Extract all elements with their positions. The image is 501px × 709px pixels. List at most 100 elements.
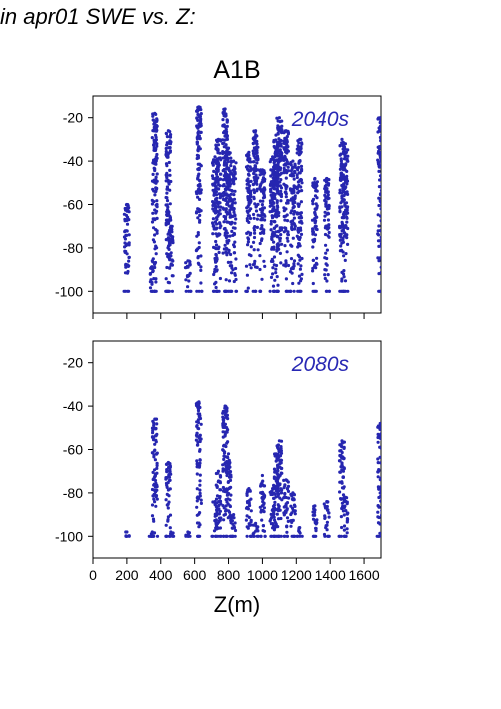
data-point (254, 167, 258, 171)
data-point (262, 529, 267, 533)
data-point (226, 417, 230, 421)
data-point (168, 258, 172, 262)
data-point (272, 226, 276, 230)
data-point (219, 224, 223, 228)
data-point (338, 176, 343, 180)
data-point (260, 203, 264, 207)
y-tick-label: -100 (55, 528, 83, 544)
data-point (291, 165, 295, 169)
data-point (198, 473, 202, 477)
data-point (377, 203, 381, 208)
data-point (377, 515, 381, 520)
data-point (322, 218, 327, 222)
data-point (283, 218, 287, 222)
data-point (223, 125, 227, 129)
data-point (155, 205, 159, 209)
data-point (151, 429, 155, 433)
data-point (222, 220, 226, 224)
data-point (289, 257, 294, 261)
data-point (196, 162, 200, 166)
data-point (233, 521, 237, 525)
data-point (152, 226, 156, 230)
data-column (322, 500, 331, 538)
data-point (252, 228, 257, 232)
data-point (273, 525, 277, 529)
data-point (292, 216, 296, 220)
data-point (327, 289, 331, 293)
data-point (276, 473, 280, 477)
data-point (343, 224, 347, 228)
data-point (225, 488, 229, 492)
data-point (290, 511, 294, 515)
data-point (343, 142, 347, 146)
data-point (228, 473, 232, 477)
data-point (217, 250, 221, 255)
data-point (291, 266, 295, 271)
data-point (292, 503, 297, 507)
data-point (291, 159, 295, 163)
data-point (282, 170, 286, 174)
data-point (246, 177, 250, 181)
data-point (197, 122, 201, 126)
data-point (215, 226, 219, 230)
data-point (170, 289, 174, 293)
data-point (186, 530, 190, 534)
data-point (259, 182, 263, 186)
data-point (376, 239, 381, 243)
period-label: 2080s (291, 353, 350, 376)
data-point (212, 224, 216, 228)
data-point (275, 512, 279, 516)
data-point (234, 257, 238, 261)
data-column (282, 478, 291, 538)
data-point (338, 225, 342, 229)
data-point (296, 262, 300, 266)
data-point (327, 205, 331, 209)
data-point (252, 190, 257, 195)
data-point (300, 181, 304, 185)
data-point (272, 467, 277, 471)
data-point (229, 485, 233, 489)
data-point (232, 174, 236, 178)
data-point (262, 231, 266, 235)
data-point (245, 273, 249, 277)
data-point (232, 279, 236, 284)
data-point (325, 212, 329, 216)
data-point (224, 278, 228, 282)
data-point (196, 247, 200, 251)
data-point (232, 197, 237, 201)
data-point (222, 214, 226, 219)
data-point (245, 231, 249, 235)
data-point (282, 141, 286, 145)
data-point (150, 289, 154, 293)
data-point (167, 255, 171, 259)
data-point (379, 461, 381, 465)
data-point (168, 487, 172, 491)
data-point (285, 486, 290, 490)
data-point (340, 464, 344, 468)
data-point (211, 207, 215, 211)
data-point (345, 216, 349, 220)
data-point (195, 443, 200, 447)
data-point (256, 145, 260, 149)
data-point (245, 514, 249, 518)
data-point (276, 465, 280, 469)
data-point (221, 422, 225, 426)
data-point (377, 495, 381, 500)
data-point (298, 137, 302, 141)
data-point (195, 116, 199, 120)
data-point (150, 530, 154, 534)
data-point (222, 534, 226, 538)
data-point (231, 534, 235, 538)
data-point (323, 514, 327, 518)
data-point (270, 237, 274, 242)
data-point (152, 453, 156, 457)
data-point (221, 448, 225, 452)
data-point (311, 281, 315, 286)
data-point (195, 137, 199, 141)
data-point (322, 502, 326, 506)
data-point (279, 199, 283, 203)
data-point (221, 418, 225, 422)
data-point (169, 218, 173, 222)
data-point (284, 163, 288, 167)
data-point (229, 289, 233, 293)
